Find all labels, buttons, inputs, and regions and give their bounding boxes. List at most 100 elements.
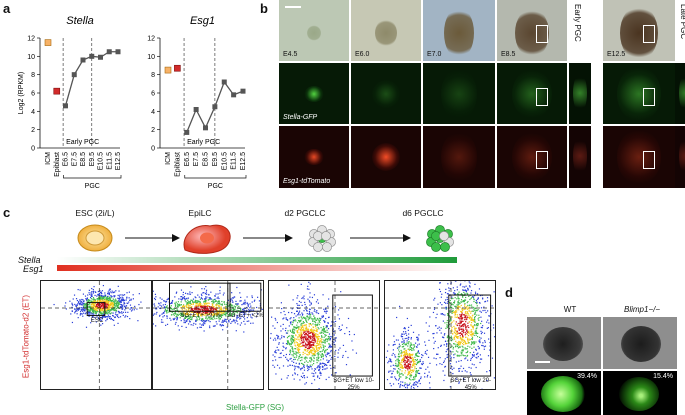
stage-label: E6.0 — [355, 51, 370, 58]
flow-plot-2: SG+ET+ >97% SG−ET+ <2% — [152, 280, 264, 390]
y-tick-label: 0 — [31, 146, 35, 153]
stage-epilc: EpiLC — [188, 208, 212, 218]
gfp-4 — [497, 63, 567, 124]
point-icm — [164, 66, 172, 74]
zoom-gfp-late — [675, 63, 685, 124]
pgc-point — [240, 88, 246, 94]
d2-pgclc-cluster-icon — [308, 225, 336, 252]
y-axis-label: Log2 (RPKM) — [18, 72, 25, 114]
brightfield-1: E4.5 — [279, 0, 349, 61]
y-tick-label: 6 — [31, 91, 35, 98]
brightfield-2: E6.0 — [351, 0, 421, 61]
early-pgc-label: Early PGC — [187, 139, 220, 146]
point-epiblast — [53, 87, 61, 95]
late-pgc-label: Late PGC — [679, 4, 685, 40]
td-4 — [497, 126, 567, 188]
stella-bar — [57, 257, 457, 263]
pgc-point — [203, 125, 208, 131]
pgc-point — [184, 129, 190, 135]
zoom-td-late — [675, 126, 685, 188]
wt-gfp-image: 39.4% — [527, 371, 601, 415]
stage-label: E12.5 — [607, 51, 626, 58]
pgc-point — [71, 72, 77, 78]
gfp-5 — [603, 63, 675, 124]
stage-d2: d2 PGCLC — [284, 208, 326, 218]
brightfield-4: E8.5 — [497, 0, 567, 61]
y-tick-label: 0 — [151, 146, 155, 153]
zoom-gfp-early — [569, 63, 591, 124]
flow-plot-4: SG+ET low 20-45% — [384, 280, 496, 390]
x-tick-label: Epiblast — [174, 152, 181, 177]
wt-percent: 39.4% — [577, 373, 597, 380]
y-tick-label: 8 — [31, 72, 35, 79]
y-tick-label: 12 — [147, 36, 155, 43]
panel-b-label: b — [260, 1, 268, 16]
y-tick-label: 4 — [151, 109, 155, 116]
stage-label: E4.5 — [283, 51, 298, 58]
wt-label: WT — [563, 305, 577, 314]
flow-plot-1: ESC — [40, 280, 152, 390]
blimp1-brightfield-image — [603, 317, 677, 369]
esg1-bar-label: Esg1 — [23, 264, 44, 274]
x-tick-label: E9.5 — [89, 152, 96, 167]
blimp1-gfp-image: 15.4% — [603, 371, 677, 415]
stella-gfp-label: Stella-GFP — [283, 114, 318, 121]
pgc-bracket — [63, 175, 122, 179]
pgc-point — [193, 107, 199, 112]
gate — [227, 282, 262, 312]
point-icm — [44, 39, 52, 46]
x-tick-label: E11.5 — [231, 152, 238, 170]
zoom-header-late: Late PGC — [675, 0, 685, 61]
panel-c-label: c — [3, 205, 11, 220]
x-tick-label: E8.5 — [80, 152, 87, 167]
blimp1-label: Blimp1−/− — [623, 305, 661, 314]
x-tick-label: E10.5 — [98, 152, 105, 170]
scale-bar — [285, 6, 301, 8]
blimp1-percent: 15.4% — [653, 373, 673, 380]
stage-esc: ESC (2i/L) — [75, 208, 115, 218]
gfp-3 — [423, 63, 495, 124]
esg1-chart: Esg1 0 2 4 6 8 10 12 ICM Epiblast E6.5 E7.5 E8.5 E9.5… — [147, 15, 247, 190]
y-tick-label: 10 — [27, 54, 35, 61]
stella-bar-label: Stella — [18, 255, 41, 265]
stage-label: E7.0 — [427, 51, 442, 58]
gate — [86, 302, 106, 317]
wt-brightfield-image — [527, 317, 601, 369]
panel-a-label: a — [3, 1, 11, 16]
pgc-point — [231, 92, 237, 98]
y-tick-label: 6 — [151, 91, 155, 98]
zoom-td-early — [569, 126, 591, 188]
early-pgc-label: Early PGC — [573, 4, 582, 42]
brightfield-5: E12.5 — [603, 0, 675, 61]
gate — [332, 294, 373, 377]
stella-chart: Stella 0 2 4 6 8 10 12 Log2 (RPKM) ICM Epiblast E6.… — [18, 15, 122, 190]
x-tick-label: E12.5 — [115, 152, 122, 170]
y-tick-label: 8 — [151, 72, 155, 79]
gate-label: SG+ET low 10-25% — [333, 378, 374, 390]
td-5 — [603, 126, 675, 188]
flow-ylabel: Esg1-tdTomato-d2 (ET) — [21, 294, 31, 379]
x-tick-label: E9.5 — [212, 152, 219, 167]
d6-pgclc-cluster-icon — [426, 225, 454, 252]
early-pgc-label: Early PGC — [66, 139, 99, 146]
panel-d-label: d — [505, 285, 513, 300]
td-2 — [351, 126, 421, 188]
zoom-header-early: Early PGC — [569, 0, 591, 61]
x-tick-label: E7.5 — [71, 152, 78, 167]
x-tick-label: E8.5 — [203, 152, 210, 167]
gate-label: SG+ET low 20-45% — [450, 378, 492, 390]
x-tick-label: E6.5 — [184, 152, 191, 167]
flow-plot-3: SG+ET low 10-25% — [268, 280, 380, 390]
pgc-group-label: PGC — [208, 183, 223, 190]
stage-d6: d6 PGCLC — [402, 208, 444, 218]
y-tick-label: 4 — [31, 109, 35, 116]
td-1: Esg1-tdTomato — [279, 126, 349, 188]
gfp-2 — [351, 63, 421, 124]
y-tick-label: 2 — [31, 127, 35, 134]
stage-label: E8.5 — [501, 51, 516, 58]
pgc-group-label: PGC — [85, 183, 100, 190]
x-tick-label: E6.5 — [63, 152, 70, 167]
pgc-point — [98, 54, 103, 60]
pgc-point — [221, 79, 227, 85]
chart-title: Esg1 — [190, 15, 215, 27]
